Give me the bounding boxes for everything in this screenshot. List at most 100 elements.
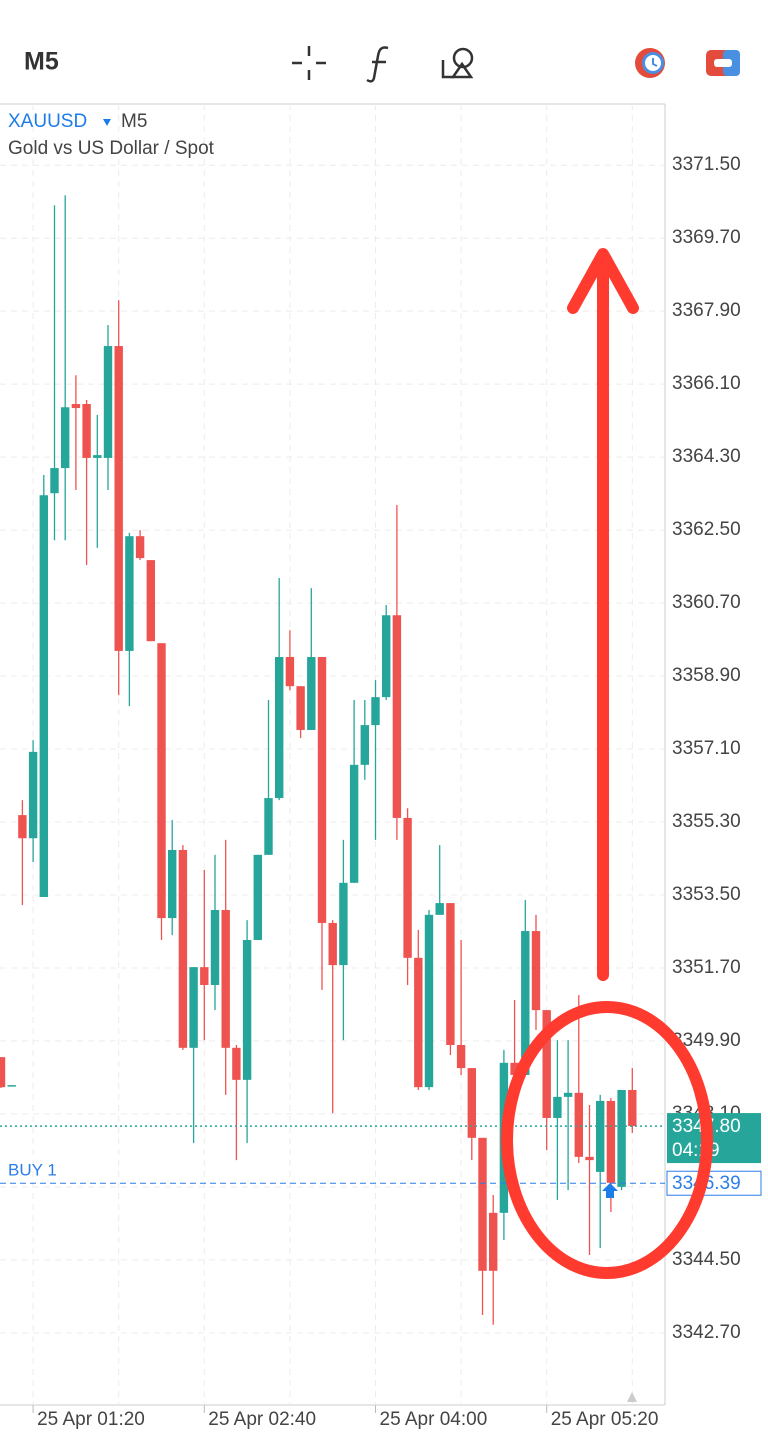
symbol[interactable]: XAUUSD — [8, 111, 87, 132]
position-label: BUY 1 — [8, 1161, 57, 1180]
candle-body — [285, 656, 295, 687]
candle-body — [382, 615, 391, 698]
candle-body — [628, 1089, 637, 1127]
candle-body — [317, 656, 327, 923]
candle-body — [50, 468, 59, 494]
candle-body — [328, 922, 337, 966]
candle-body — [146, 560, 155, 642]
y-tick-label: 3366.10 — [672, 373, 741, 394]
candle-body — [392, 615, 402, 818]
candle-body — [264, 798, 273, 855]
trade-icon[interactable] — [635, 48, 665, 78]
y-tick-label: 3355.30 — [672, 811, 741, 832]
candle-body — [71, 404, 81, 409]
candle-body — [135, 536, 145, 559]
x-tick-label: 25 Apr 05:20 — [551, 1409, 659, 1430]
symbol-dropdown[interactable] — [103, 119, 111, 126]
annotations — [501, 248, 713, 1279]
timeframe-button[interactable]: M5 — [24, 48, 59, 76]
y-tick-label: 3349.90 — [672, 1030, 741, 1051]
candle-body — [157, 643, 166, 919]
position-price-box — [666, 1170, 762, 1196]
y-tick-label: 3351.70 — [672, 957, 741, 978]
indicators-icon[interactable] — [366, 46, 389, 83]
candle-body — [510, 1062, 519, 1075]
candle-body — [125, 536, 134, 651]
subtitle: Gold vs US Dollar / Spot — [8, 138, 215, 159]
candle-body — [114, 346, 123, 651]
account-icon[interactable] — [706, 50, 740, 76]
y-tick-label: 3367.90 — [672, 300, 741, 321]
y-tick-label: 3344.50 — [672, 1249, 741, 1270]
candle-body — [531, 931, 541, 1011]
candle-body — [103, 346, 113, 458]
y-tick-label: 3353.50 — [672, 884, 741, 905]
y-tick-label: 3369.70 — [672, 227, 741, 248]
y-tick-label: 3364.30 — [672, 446, 741, 467]
candle-body — [61, 407, 70, 469]
candle-body — [371, 697, 380, 726]
candle-body — [200, 967, 209, 985]
buy-marker — [602, 1183, 618, 1198]
arrow-head — [567, 248, 639, 314]
candle-body — [0, 1057, 6, 1088]
candle-body — [39, 495, 48, 898]
x-tick-label: 25 Apr 01:20 — [37, 1409, 145, 1430]
candle-body — [585, 1156, 594, 1161]
candle-body — [296, 686, 305, 730]
candle-body — [521, 931, 530, 1075]
y-tick-label: 3342.70 — [672, 1322, 741, 1343]
candle-body — [360, 725, 369, 765]
x-tick-label: 25 Apr 02:40 — [208, 1409, 316, 1430]
candle-body — [210, 909, 220, 985]
y-tick-label: 3357.10 — [672, 738, 741, 759]
candle-body — [7, 1085, 16, 1087]
candle-body — [189, 967, 198, 1048]
candle-body — [606, 1100, 616, 1183]
candle-body — [232, 1047, 241, 1080]
current-price-box — [667, 1113, 761, 1164]
candle-body — [467, 1068, 476, 1138]
candle-body — [253, 854, 262, 940]
objects-icon[interactable] — [441, 47, 474, 79]
candle-body — [542, 1010, 551, 1118]
scroll-marker[interactable] — [627, 1392, 637, 1402]
candle-body — [339, 882, 348, 966]
candle-body — [18, 815, 27, 839]
candle-body — [617, 1089, 626, 1187]
candle-body — [596, 1100, 605, 1172]
candle-body — [553, 1096, 562, 1118]
y-tick-label: 3362.50 — [672, 519, 741, 540]
candle-body — [221, 909, 230, 1048]
candle-body — [275, 656, 284, 799]
candle-body — [489, 1212, 498, 1271]
candle-body — [424, 914, 434, 1088]
candle-body — [349, 764, 359, 883]
candle-body — [168, 849, 177, 919]
candle-body — [178, 849, 188, 1048]
chart-header: XAUUSD M5 Gold vs US Dollar / Spot — [8, 111, 215, 159]
toolbar: M5 — [24, 46, 740, 83]
candle-body — [82, 404, 91, 458]
chart-timeframe: M5 — [121, 111, 147, 132]
candle-body — [403, 817, 412, 958]
y-tick-label: 3371.50 — [672, 154, 741, 175]
y-tick-label: 3358.90 — [672, 665, 741, 686]
highlight-ellipse — [501, 1001, 713, 1279]
y-tick-label: 3360.70 — [672, 592, 741, 613]
candle-body — [435, 903, 444, 915]
candle-body — [446, 903, 455, 1045]
candle-body — [456, 1044, 466, 1069]
candle-body — [414, 957, 423, 1088]
x-tick-label: 25 Apr 04:00 — [380, 1409, 488, 1430]
candle-body — [93, 455, 102, 458]
candle-body — [242, 939, 252, 1080]
candle-body — [478, 1137, 487, 1271]
candle-body — [28, 751, 38, 839]
chart: 3371.50 3369.70 3367.90 3366.10 3364.30 3362.… — [0, 103, 762, 1430]
crosshair-icon[interactable] — [292, 46, 326, 80]
candle-body — [307, 656, 316, 730]
candle-body — [563, 1092, 573, 1097]
